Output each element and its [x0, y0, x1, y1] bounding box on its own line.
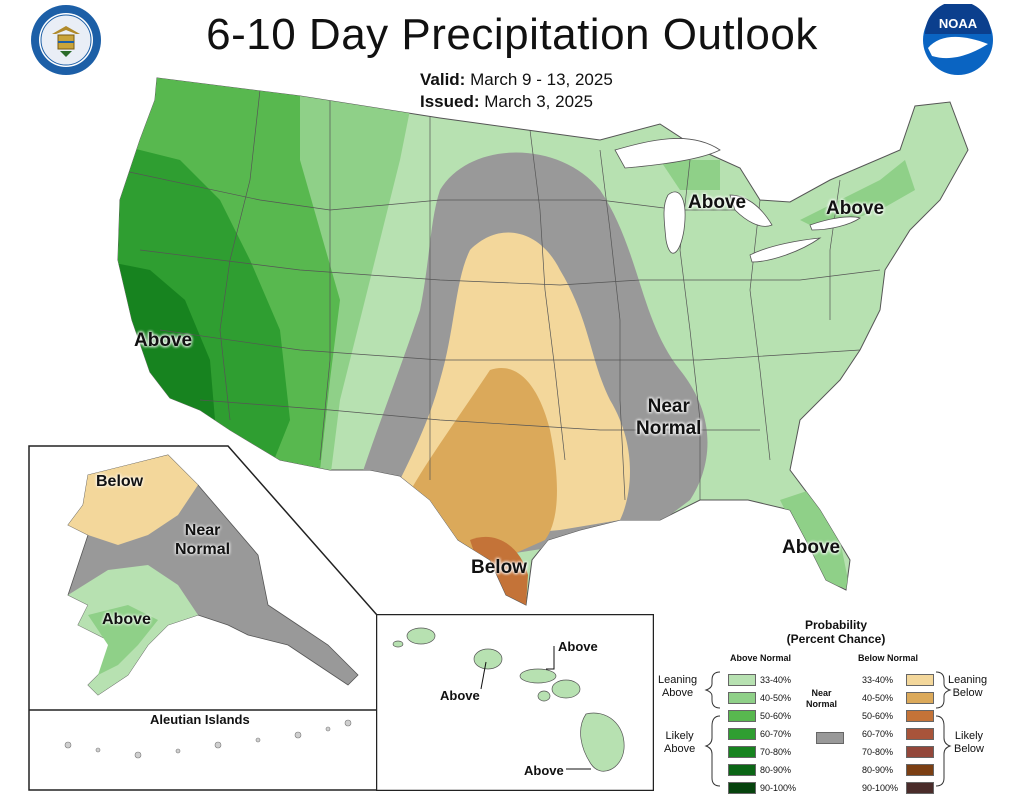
below-normal-swatch-label: 80-90%: [862, 765, 894, 775]
below-normal-swatch: [906, 782, 934, 794]
aleutian-islands-title: Aleutian Islands: [150, 712, 250, 727]
below-normal-swatch: [906, 710, 934, 722]
above-normal-swatch: [728, 710, 756, 722]
legend-near-normal-swatch: [816, 732, 844, 744]
below-normal-swatch: [906, 728, 934, 740]
page-title: 6-10 Day Precipitation Outlook: [206, 10, 818, 59]
likely-below-group: Likely Below: [954, 730, 984, 756]
hawaii-above-left-label: Above: [440, 688, 480, 703]
below-normal-swatch-label: 40-50%: [862, 693, 894, 703]
leaning-above-line2: Above: [661, 687, 694, 699]
above-normal-swatch: [728, 674, 756, 686]
texas-below-label: Below: [471, 557, 527, 578]
legend-title: Probability (Percent Chance): [656, 618, 1016, 646]
below-normal-swatch: [906, 692, 934, 704]
above-normal-swatch-label: 80-90%: [760, 765, 792, 775]
legend-near-line2: Normal: [806, 699, 838, 709]
legend-near-normal-label: Near Normal: [806, 688, 837, 710]
likely-above-line2: Above: [664, 743, 696, 755]
great-lakes: [614, 138, 861, 263]
legend-title-line2: (Percent Chance): [786, 632, 886, 646]
above-normal-swatch: [728, 764, 756, 776]
below-braces: [935, 671, 952, 787]
valid-dates: Valid: March 9 - 13, 2025: [420, 70, 613, 90]
probability-legend: Probability (Percent Chance) Above Norma…: [656, 618, 1016, 794]
great-lakes-above-label: Above: [688, 192, 747, 213]
above-normal-swatch: [728, 746, 756, 758]
noaa-logo-text: NOAA: [939, 16, 978, 31]
commerce-seal-icon: [31, 5, 101, 75]
near-normal-line1: Near: [647, 396, 690, 417]
above-normal-swatch-label: 70-80%: [760, 747, 792, 757]
near-normal-label: Near Normal: [636, 396, 701, 440]
below-50-60-region: [470, 536, 528, 605]
valid-label: Valid:: [420, 70, 466, 89]
alaska-above-label: Above: [102, 611, 151, 628]
legend-title-line1: Probability: [804, 618, 867, 632]
near-normal-line2: Normal: [636, 418, 702, 439]
above-normal-swatch-label: 60-70%: [760, 729, 792, 739]
below-normal-swatch: [906, 746, 934, 758]
alaska-near-line2: Normal: [175, 541, 231, 558]
legend-near-line1: Near: [811, 688, 832, 698]
hawaii-inset: [376, 614, 654, 791]
above-normal-swatch: [728, 782, 756, 794]
likely-above-group: Likely Above: [664, 730, 695, 756]
above-normal-swatch: [728, 692, 756, 704]
above-braces: [704, 671, 721, 787]
below-normal-swatch-label: 50-60%: [862, 711, 894, 721]
northeast-40-50-patch: [800, 160, 915, 230]
below-normal-swatch-label: 70-80%: [862, 747, 894, 757]
above-normal-swatch-label: 50-60%: [760, 711, 792, 721]
valid-value: March 9 - 13, 2025: [470, 70, 613, 89]
below-normal-swatch: [906, 674, 934, 686]
likely-below-line1: Likely: [954, 730, 984, 742]
great-lakes-40-50-patch: [660, 160, 720, 190]
state-boundaries: [119, 89, 881, 501]
below-normal-swatch-label: 60-70%: [862, 729, 894, 739]
likely-above-line1: Likely: [665, 730, 694, 742]
below-normal-swatch-label: 33-40%: [862, 675, 894, 685]
below-normal-swatch-label: 90-100%: [862, 783, 899, 793]
hawaii-above-top-label: Above: [558, 639, 598, 654]
hawaii-leader-lines: [480, 646, 591, 770]
likely-below-line2: Below: [954, 743, 984, 755]
leaning-below-line1: Leaning: [948, 674, 988, 686]
below-normal-swatch: [906, 764, 934, 776]
florida-40-50-patch: [780, 490, 850, 590]
legend-above-header: Above Normal: [730, 653, 792, 663]
aleutian-islands-shapes: [64, 719, 352, 759]
alaska-near-normal-label: Near Normal: [175, 521, 230, 559]
alaska-near-line1: Near: [184, 522, 221, 539]
above-normal-swatch-label: 40-50%: [760, 693, 792, 703]
leaning-above-line1: Leaning: [658, 674, 698, 686]
northeast-above-label: Above: [826, 198, 885, 219]
above-normal-swatch: [728, 728, 756, 740]
below-40-50-region: [400, 368, 557, 560]
noaa-logo-icon: NOAA: [923, 4, 993, 75]
issued-date: Issued: March 3, 2025: [420, 92, 593, 112]
west-above-label: Above: [134, 330, 193, 351]
issued-value: March 3, 2025: [484, 92, 593, 111]
alaska-below-region: [68, 455, 198, 545]
alaska-below-label: Below: [96, 473, 144, 490]
above-normal-swatch-label: 90-100%: [760, 783, 797, 793]
issued-label: Issued:: [420, 92, 480, 111]
leaning-above-group: Leaning Above: [658, 674, 697, 700]
alaska-above-40-50: [88, 605, 158, 675]
florida-above-label: Above: [782, 537, 841, 558]
legend-below-header: Below Normal: [858, 653, 919, 663]
hawaii-above-bottom-label: Above: [524, 763, 564, 778]
leaning-below-line2: Below: [952, 687, 983, 699]
above-normal-swatch-label: 33-40%: [760, 675, 792, 685]
alaska-inset: [28, 445, 378, 791]
leaning-below-group: Leaning Below: [948, 674, 987, 700]
hawaii-islands: [392, 627, 625, 772]
